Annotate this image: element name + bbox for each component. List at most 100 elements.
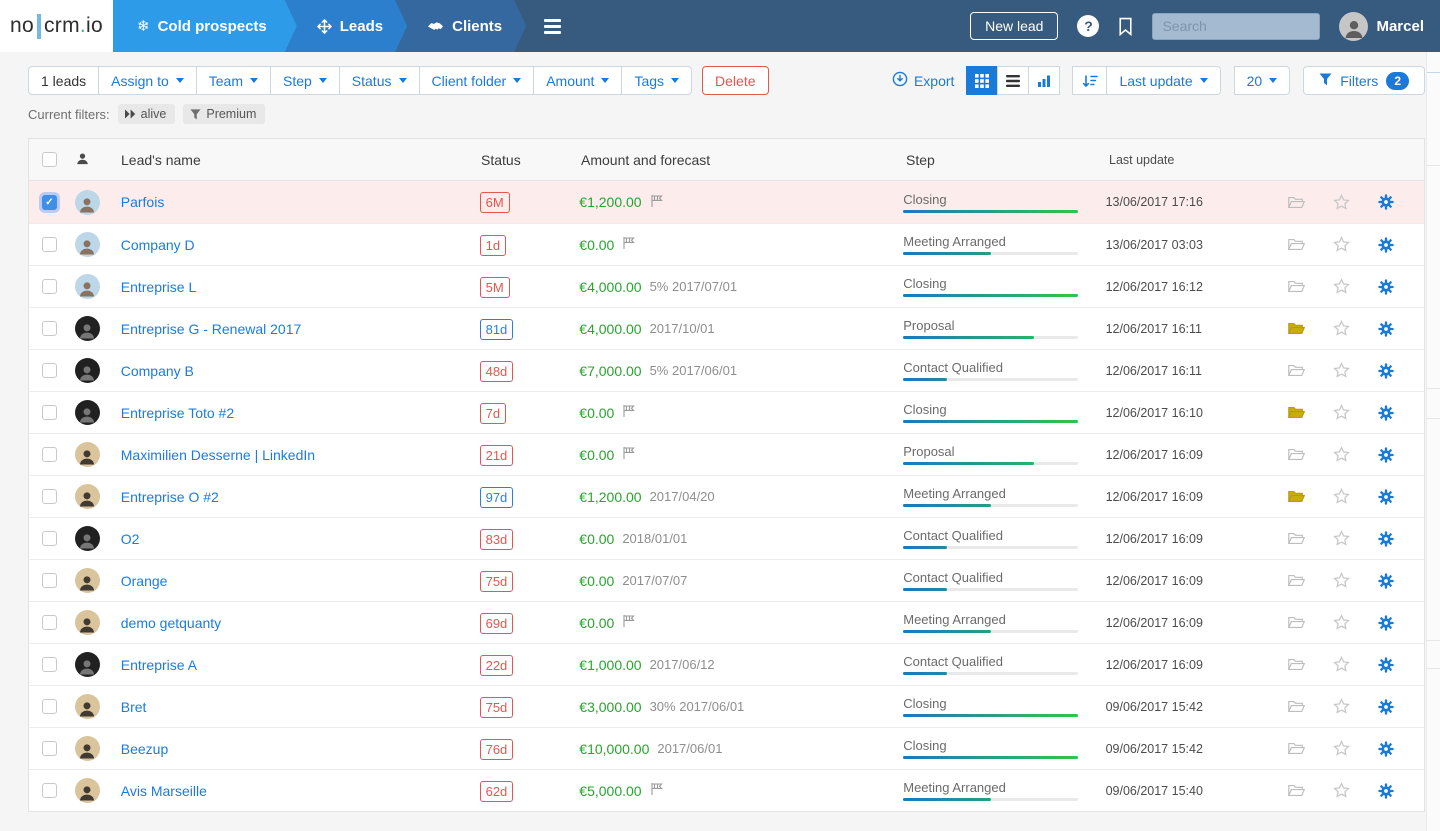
select-all-checkbox[interactable] <box>42 152 57 167</box>
new-lead-button[interactable]: New lead <box>970 12 1059 40</box>
lead-name-link[interactable]: Entreprise G - Renewal 2017 <box>120 320 302 337</box>
list-view-icon[interactable] <box>997 66 1030 95</box>
row-checkbox[interactable] <box>42 363 57 378</box>
help-icon[interactable]: ? <box>1077 15 1100 37</box>
table-row[interactable]: Avis Marseille 62d €5,000.00 Meeting Arr… <box>29 769 1424 811</box>
lead-name-link[interactable]: O2 <box>120 530 140 547</box>
lead-name-link[interactable]: Bret <box>120 698 147 715</box>
sort-by-dropdown[interactable]: Last update <box>1106 66 1221 95</box>
lead-name-link[interactable]: Parfois <box>120 194 165 210</box>
row-checkbox[interactable] <box>42 741 57 756</box>
client-folder-icon[interactable] <box>1287 489 1305 504</box>
toolbar-dropdown-amount[interactable]: Amount <box>533 66 623 95</box>
lead-name-link[interactable]: demo getquanty <box>120 614 222 631</box>
table-row[interactable]: Entreprise L 5M €4,000.00 5% 2017/07/01 … <box>29 265 1424 307</box>
table-row[interactable]: Maximilien Desserne | LinkedIn 21d €0.00… <box>29 433 1424 475</box>
table-row[interactable]: Company D 1d €0.00 Meeting Arranged 13/0… <box>29 223 1424 265</box>
filters-button[interactable]: Filters 2 <box>1303 66 1425 95</box>
gear-icon[interactable] <box>1378 782 1394 799</box>
client-folder-icon[interactable] <box>1287 447 1305 462</box>
table-row[interactable]: Bret 75d €3,000.00 30% 2017/06/01 Closin… <box>29 685 1424 727</box>
gear-icon[interactable] <box>1378 320 1394 337</box>
user-menu[interactable]: Marcel <box>1339 11 1424 41</box>
tab-leads[interactable]: Leads <box>285 0 407 52</box>
row-checkbox[interactable] <box>42 699 57 714</box>
table-row[interactable]: Entreprise G - Renewal 2017 81d €4,000.0… <box>29 307 1424 349</box>
row-checkbox[interactable] <box>42 447 57 462</box>
delete-button[interactable]: Delete <box>702 66 769 95</box>
table-row[interactable]: Beezup 76d €10,000.00 2017/06/01 Closing… <box>29 727 1424 769</box>
lead-name-link[interactable]: Entreprise A <box>120 656 198 673</box>
table-row[interactable]: Company B 48d €7,000.00 5% 2017/06/01 Co… <box>29 349 1424 391</box>
filter-chip-alive[interactable]: alive <box>117 104 176 124</box>
client-folder-icon[interactable] <box>1287 405 1305 420</box>
table-row[interactable]: Entreprise Toto #2 7d €0.00 Closing 12/0… <box>29 391 1424 433</box>
client-folder-icon[interactable] <box>1287 783 1305 798</box>
client-folder-icon[interactable] <box>1287 237 1305 252</box>
star-icon[interactable] <box>1333 446 1350 463</box>
star-icon[interactable] <box>1333 530 1350 547</box>
gear-icon[interactable] <box>1378 698 1394 715</box>
gear-icon[interactable] <box>1378 572 1394 589</box>
lead-name-link[interactable]: Entreprise L <box>120 278 197 295</box>
toolbar-dropdown-tags[interactable]: Tags <box>621 66 693 95</box>
client-folder-icon[interactable] <box>1287 741 1305 756</box>
client-folder-icon[interactable] <box>1287 363 1305 378</box>
row-checkbox[interactable] <box>42 405 57 420</box>
lead-name-link[interactable]: Company D <box>120 236 195 253</box>
toolbar-dropdown-client-folder[interactable]: Client folder <box>418 66 535 95</box>
client-folder-icon[interactable] <box>1287 195 1305 210</box>
client-folder-icon[interactable] <box>1287 321 1305 336</box>
table-row[interactable]: O2 83d €0.00 2018/01/01 Contact Qualifie… <box>29 517 1424 559</box>
gear-icon[interactable] <box>1378 488 1394 505</box>
row-checkbox[interactable] <box>42 615 57 630</box>
tab-cold-prospects[interactable]: ❄ Cold prospects <box>113 0 297 52</box>
client-folder-icon[interactable] <box>1287 615 1305 630</box>
client-folder-icon[interactable] <box>1287 573 1305 588</box>
chart-view-icon[interactable] <box>1028 66 1061 95</box>
toolbar-dropdown-status[interactable]: Status <box>338 66 420 95</box>
client-folder-icon[interactable] <box>1287 699 1305 714</box>
lead-name-link[interactable]: Avis Marseille <box>120 782 207 799</box>
gear-icon[interactable] <box>1378 194 1394 210</box>
gear-icon[interactable] <box>1378 362 1394 379</box>
row-checkbox[interactable] <box>42 194 57 210</box>
row-checkbox[interactable] <box>42 279 57 294</box>
row-checkbox[interactable] <box>42 531 57 546</box>
toolbar-dropdown-step[interactable]: Step <box>269 66 340 95</box>
row-checkbox[interactable] <box>42 321 57 336</box>
gear-icon[interactable] <box>1378 740 1394 757</box>
gear-icon[interactable] <box>1378 530 1394 547</box>
table-row[interactable]: Entreprise A 22d €1,000.00 2017/06/12 Co… <box>29 643 1424 685</box>
star-icon[interactable] <box>1333 320 1350 337</box>
star-icon[interactable] <box>1333 656 1350 673</box>
per-page-dropdown[interactable]: 20 <box>1233 66 1291 95</box>
lead-name-link[interactable]: Entreprise O #2 <box>120 488 219 505</box>
star-icon[interactable] <box>1333 278 1350 295</box>
client-folder-icon[interactable] <box>1287 657 1305 672</box>
client-folder-icon[interactable] <box>1287 279 1305 294</box>
gear-icon[interactable] <box>1378 278 1394 295</box>
table-row[interactable]: demo getquanty 69d €0.00 Meeting Arrange… <box>29 601 1424 643</box>
app-logo[interactable]: no crm. io <box>0 0 113 52</box>
row-checkbox[interactable] <box>42 573 57 588</box>
lead-name-link[interactable]: Company B <box>120 362 194 379</box>
export-button[interactable]: Export <box>892 71 954 90</box>
table-row[interactable]: Entreprise O #2 97d €1,200.00 2017/04/20… <box>29 475 1424 517</box>
star-icon[interactable] <box>1333 488 1350 505</box>
star-icon[interactable] <box>1333 614 1350 631</box>
star-icon[interactable] <box>1333 362 1350 379</box>
lead-name-link[interactable]: Entreprise Toto #2 <box>120 404 235 421</box>
gear-icon[interactable] <box>1378 404 1394 421</box>
star-icon[interactable] <box>1333 236 1350 253</box>
star-icon[interactable] <box>1333 572 1350 589</box>
gear-icon[interactable] <box>1378 656 1394 673</box>
search-input[interactable] <box>1152 12 1321 40</box>
bookmark-icon[interactable] <box>1118 17 1133 36</box>
row-checkbox[interactable] <box>42 489 57 504</box>
row-checkbox[interactable] <box>42 237 57 252</box>
lead-name-link[interactable]: Orange <box>120 572 168 589</box>
star-icon[interactable] <box>1333 698 1350 715</box>
toolbar-dropdown-team[interactable]: Team <box>195 66 271 95</box>
table-row[interactable]: Orange 75d €0.00 2017/07/07 Contact Qual… <box>29 559 1424 601</box>
